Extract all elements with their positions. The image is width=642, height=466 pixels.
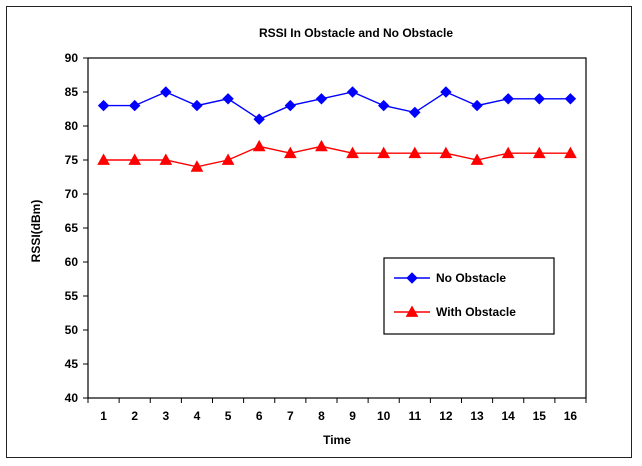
legend-marker — [405, 305, 419, 317]
series-line-1 — [103, 145, 571, 168]
data-point — [564, 146, 577, 159]
data-point — [408, 146, 422, 159]
data-point — [409, 106, 421, 119]
plot-border — [87, 57, 587, 399]
y-axis-title: RSSI(dBm) — [29, 200, 43, 263]
data-point — [501, 146, 515, 159]
x-tick-label: 11 — [408, 409, 421, 423]
y-tick-label: 50 — [65, 323, 79, 337]
data-point — [564, 93, 577, 105]
data-point — [440, 86, 452, 98]
x-tick-label: 12 — [439, 409, 453, 423]
legend-label: No Obstacle — [436, 271, 506, 285]
data-point — [190, 160, 204, 172]
data-point — [471, 99, 483, 112]
series-line-0 — [103, 91, 571, 120]
chart-title: RSSI In Obstacle and No Obstacle — [259, 26, 453, 40]
y-tick-label: 80 — [65, 119, 79, 133]
data-point — [377, 99, 390, 112]
data-point — [502, 93, 514, 105]
data-point — [159, 153, 173, 165]
data-point — [315, 93, 328, 105]
data-point — [97, 153, 110, 165]
x-tick-label: 7 — [287, 409, 294, 423]
x-tick-label: 9 — [349, 409, 356, 423]
data-point — [346, 146, 359, 159]
y-tick-label: 40 — [65, 391, 79, 405]
legend-box — [383, 257, 555, 335]
data-point — [97, 99, 110, 112]
x-tick-label: 3 — [162, 409, 169, 423]
data-point — [377, 146, 391, 159]
data-point — [283, 146, 297, 159]
legend-label: With Obstacle — [436, 305, 516, 319]
x-tick-label: 13 — [470, 409, 484, 423]
y-tick-label: 70 — [65, 187, 79, 201]
y-tick-label: 45 — [65, 357, 79, 371]
x-tick-label: 4 — [194, 409, 201, 423]
data-point — [252, 139, 266, 152]
data-point — [532, 146, 546, 159]
y-tick-label: 85 — [65, 85, 79, 99]
data-point — [470, 153, 484, 165]
x-tick-label: 14 — [502, 409, 516, 423]
data-point — [128, 99, 141, 112]
y-tick-label: 75 — [65, 153, 79, 167]
data-point — [128, 153, 142, 165]
data-point — [315, 139, 328, 152]
chart-frame — [6, 6, 632, 458]
y-tick-label: 65 — [65, 221, 79, 235]
data-point — [253, 113, 265, 125]
x-tick-label: 5 — [225, 409, 232, 423]
y-tick-label: 90 — [65, 51, 79, 65]
data-point — [191, 99, 203, 112]
x-tick-label: 8 — [318, 409, 325, 423]
data-point — [284, 99, 297, 112]
data-point — [346, 86, 359, 98]
x-tick-label: 10 — [377, 409, 391, 423]
y-tick-label: 60 — [65, 255, 79, 269]
data-point — [160, 86, 172, 98]
data-point — [533, 93, 546, 105]
data-point — [221, 153, 235, 165]
x-tick-label: 16 — [564, 409, 578, 423]
data-point — [439, 146, 453, 159]
legend-marker — [406, 272, 418, 284]
y-tick-label: 55 — [65, 289, 79, 303]
x-tick-label: 15 — [533, 409, 547, 423]
legend: No Obstacle With Obstacle — [383, 257, 555, 335]
x-tick-label: 6 — [256, 409, 263, 423]
x-tick-label: 1 — [100, 409, 107, 423]
data-point — [222, 93, 234, 105]
x-axis-title: Time — [323, 433, 351, 447]
x-tick-label: 2 — [131, 409, 138, 423]
